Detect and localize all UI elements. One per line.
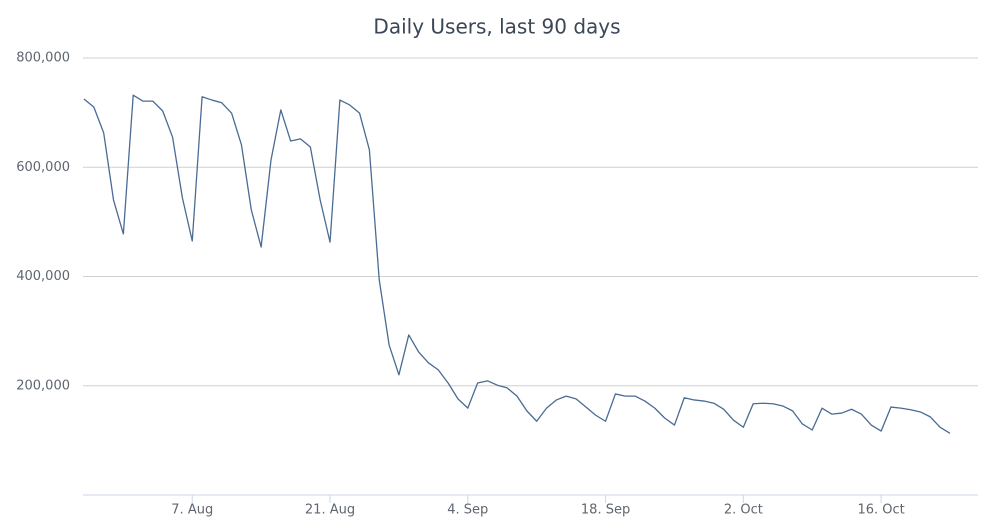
x-tick-label: 21. Aug bbox=[305, 503, 355, 518]
y-tick-label: 200,000 bbox=[16, 378, 70, 393]
y-tick-label: 400,000 bbox=[16, 269, 70, 284]
y-tick-label: 800,000 bbox=[16, 51, 70, 66]
x-tick-label: 16. Oct bbox=[857, 503, 904, 518]
data-line bbox=[83, 94, 951, 434]
x-tick-label: 2. Oct bbox=[724, 503, 763, 518]
x-tick-label: 18. Sep bbox=[581, 503, 630, 518]
x-tick-label: 7. Aug bbox=[171, 503, 213, 518]
chart-title: Daily Users, last 90 days bbox=[373, 15, 620, 39]
y-tick-label: 600,000 bbox=[16, 160, 70, 175]
x-tick-label: 4. Sep bbox=[447, 503, 488, 518]
